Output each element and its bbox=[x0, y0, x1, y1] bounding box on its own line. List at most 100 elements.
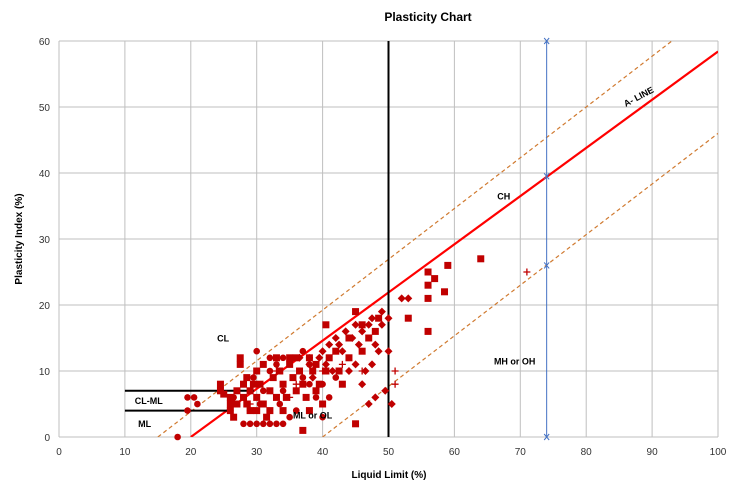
data-point-diamond bbox=[335, 340, 344, 349]
data-point-square bbox=[236, 360, 244, 368]
data-point-square bbox=[305, 407, 313, 415]
x-tick-label: 90 bbox=[647, 447, 659, 458]
data-point-square bbox=[253, 367, 261, 375]
data-point-diamond bbox=[344, 367, 353, 375]
data-point-plus bbox=[358, 367, 366, 375]
data-point-square bbox=[319, 400, 327, 408]
data-point-square bbox=[243, 374, 251, 382]
y-tick-label: 60 bbox=[39, 37, 51, 48]
data-point-plus bbox=[319, 367, 327, 375]
data-point-circle bbox=[299, 347, 307, 355]
arrow-head bbox=[543, 433, 550, 438]
data-point-square bbox=[424, 294, 432, 302]
data-point-circle bbox=[273, 420, 280, 428]
data-point-circle bbox=[246, 420, 254, 428]
data-point-square bbox=[272, 354, 280, 362]
data-point-square bbox=[309, 367, 317, 375]
annotation-label: ML bbox=[138, 419, 151, 429]
data-point-square bbox=[299, 380, 307, 388]
data-point-circle bbox=[259, 387, 267, 395]
data-point-diamond bbox=[338, 347, 347, 356]
x-tick-label: 10 bbox=[119, 447, 131, 458]
data-point-plus bbox=[391, 380, 399, 388]
data-point-circle bbox=[230, 394, 237, 401]
data-point-circle bbox=[253, 347, 260, 355]
annotation-label: ML or OL bbox=[293, 411, 333, 421]
data-point-diamond bbox=[354, 340, 363, 349]
data-point-square bbox=[441, 288, 449, 296]
data-point-square bbox=[358, 321, 366, 329]
x-tick-label: 40 bbox=[317, 447, 329, 458]
x-axis-label: Liquid Limit (%) bbox=[352, 470, 427, 481]
data-point-square bbox=[404, 314, 412, 322]
data-point-square bbox=[266, 387, 274, 395]
data-point-diamond bbox=[404, 294, 413, 303]
data-point-diamond bbox=[371, 340, 380, 349]
arrow-head bbox=[543, 37, 550, 42]
ref-line bbox=[157, 41, 673, 437]
data-point-square bbox=[302, 393, 310, 401]
y-tick-label: 30 bbox=[39, 235, 51, 246]
x-tick-label: 80 bbox=[581, 447, 593, 458]
data-point-square bbox=[312, 387, 320, 395]
data-point-circle bbox=[286, 354, 293, 362]
data-point-diamond bbox=[318, 347, 327, 356]
y-axis-label: Plasticity Index (%) bbox=[14, 193, 25, 284]
chart-title: Plasticity Chart bbox=[384, 10, 471, 24]
data-point-diamond bbox=[328, 367, 337, 375]
data-point-diamond bbox=[364, 320, 373, 329]
data-point-diamond bbox=[351, 320, 360, 329]
range-arrow bbox=[543, 37, 550, 441]
annotation-label: A- LINE bbox=[622, 85, 655, 109]
data-point-square bbox=[424, 268, 432, 276]
data-point-diamond bbox=[325, 340, 334, 349]
data-point-diamond bbox=[368, 360, 377, 369]
data-point-diamond bbox=[368, 314, 377, 323]
data-point-diamond bbox=[315, 353, 324, 362]
data-point-square bbox=[424, 327, 432, 335]
data-point-circle bbox=[279, 354, 287, 362]
data-point-circle bbox=[233, 400, 241, 408]
zone-annotations: CL CL-ML ML ML or OL CH MH or OH A- LINE bbox=[135, 85, 656, 429]
annotation-label: CL bbox=[217, 333, 229, 343]
data-point-square bbox=[371, 327, 379, 335]
data-point-plus bbox=[246, 400, 254, 408]
data-point-circle bbox=[240, 394, 247, 401]
annotation-label: CL-ML bbox=[135, 396, 163, 406]
data-point-diamond bbox=[321, 360, 330, 369]
data-point-diamond bbox=[341, 327, 350, 336]
data-point-circle bbox=[174, 433, 181, 441]
data-point-square bbox=[253, 393, 261, 401]
data-point-square bbox=[477, 255, 485, 263]
data-point-plus bbox=[523, 268, 531, 276]
data-point-circle bbox=[332, 374, 340, 381]
data-point-square bbox=[296, 367, 304, 375]
data-point-diamond bbox=[381, 386, 390, 395]
tick-labels: 0 10 20 30 40 50 60 70 80 90 100 0 10 20 30 40 50 60 bbox=[39, 37, 727, 458]
data-point-diamond bbox=[351, 360, 360, 369]
data-point-square bbox=[312, 360, 320, 368]
data-point-circle bbox=[259, 420, 267, 428]
data-point-square bbox=[236, 354, 244, 362]
x-tick-label: 70 bbox=[515, 447, 527, 458]
data-point-square bbox=[299, 426, 307, 434]
data-point-square bbox=[444, 261, 452, 269]
data-point-diamond bbox=[364, 400, 373, 408]
data-point-plus bbox=[338, 360, 346, 368]
data-point-circle bbox=[299, 374, 307, 381]
data-point-circle bbox=[227, 407, 234, 414]
data-point-plus bbox=[305, 354, 313, 362]
data-point-square bbox=[279, 380, 287, 388]
data-point-square bbox=[246, 387, 254, 395]
data-point-square bbox=[365, 334, 373, 342]
data-point-circle bbox=[276, 400, 284, 408]
x-tick-label: 100 bbox=[710, 447, 727, 458]
data-point-diamond bbox=[331, 334, 340, 342]
data-point-diamond bbox=[295, 353, 304, 362]
data-point-diamond bbox=[358, 327, 367, 336]
data-point-square bbox=[220, 390, 228, 398]
x-tick-label: 50 bbox=[383, 447, 395, 458]
data-point-circle bbox=[273, 361, 280, 368]
data-point-diamond bbox=[377, 320, 386, 329]
